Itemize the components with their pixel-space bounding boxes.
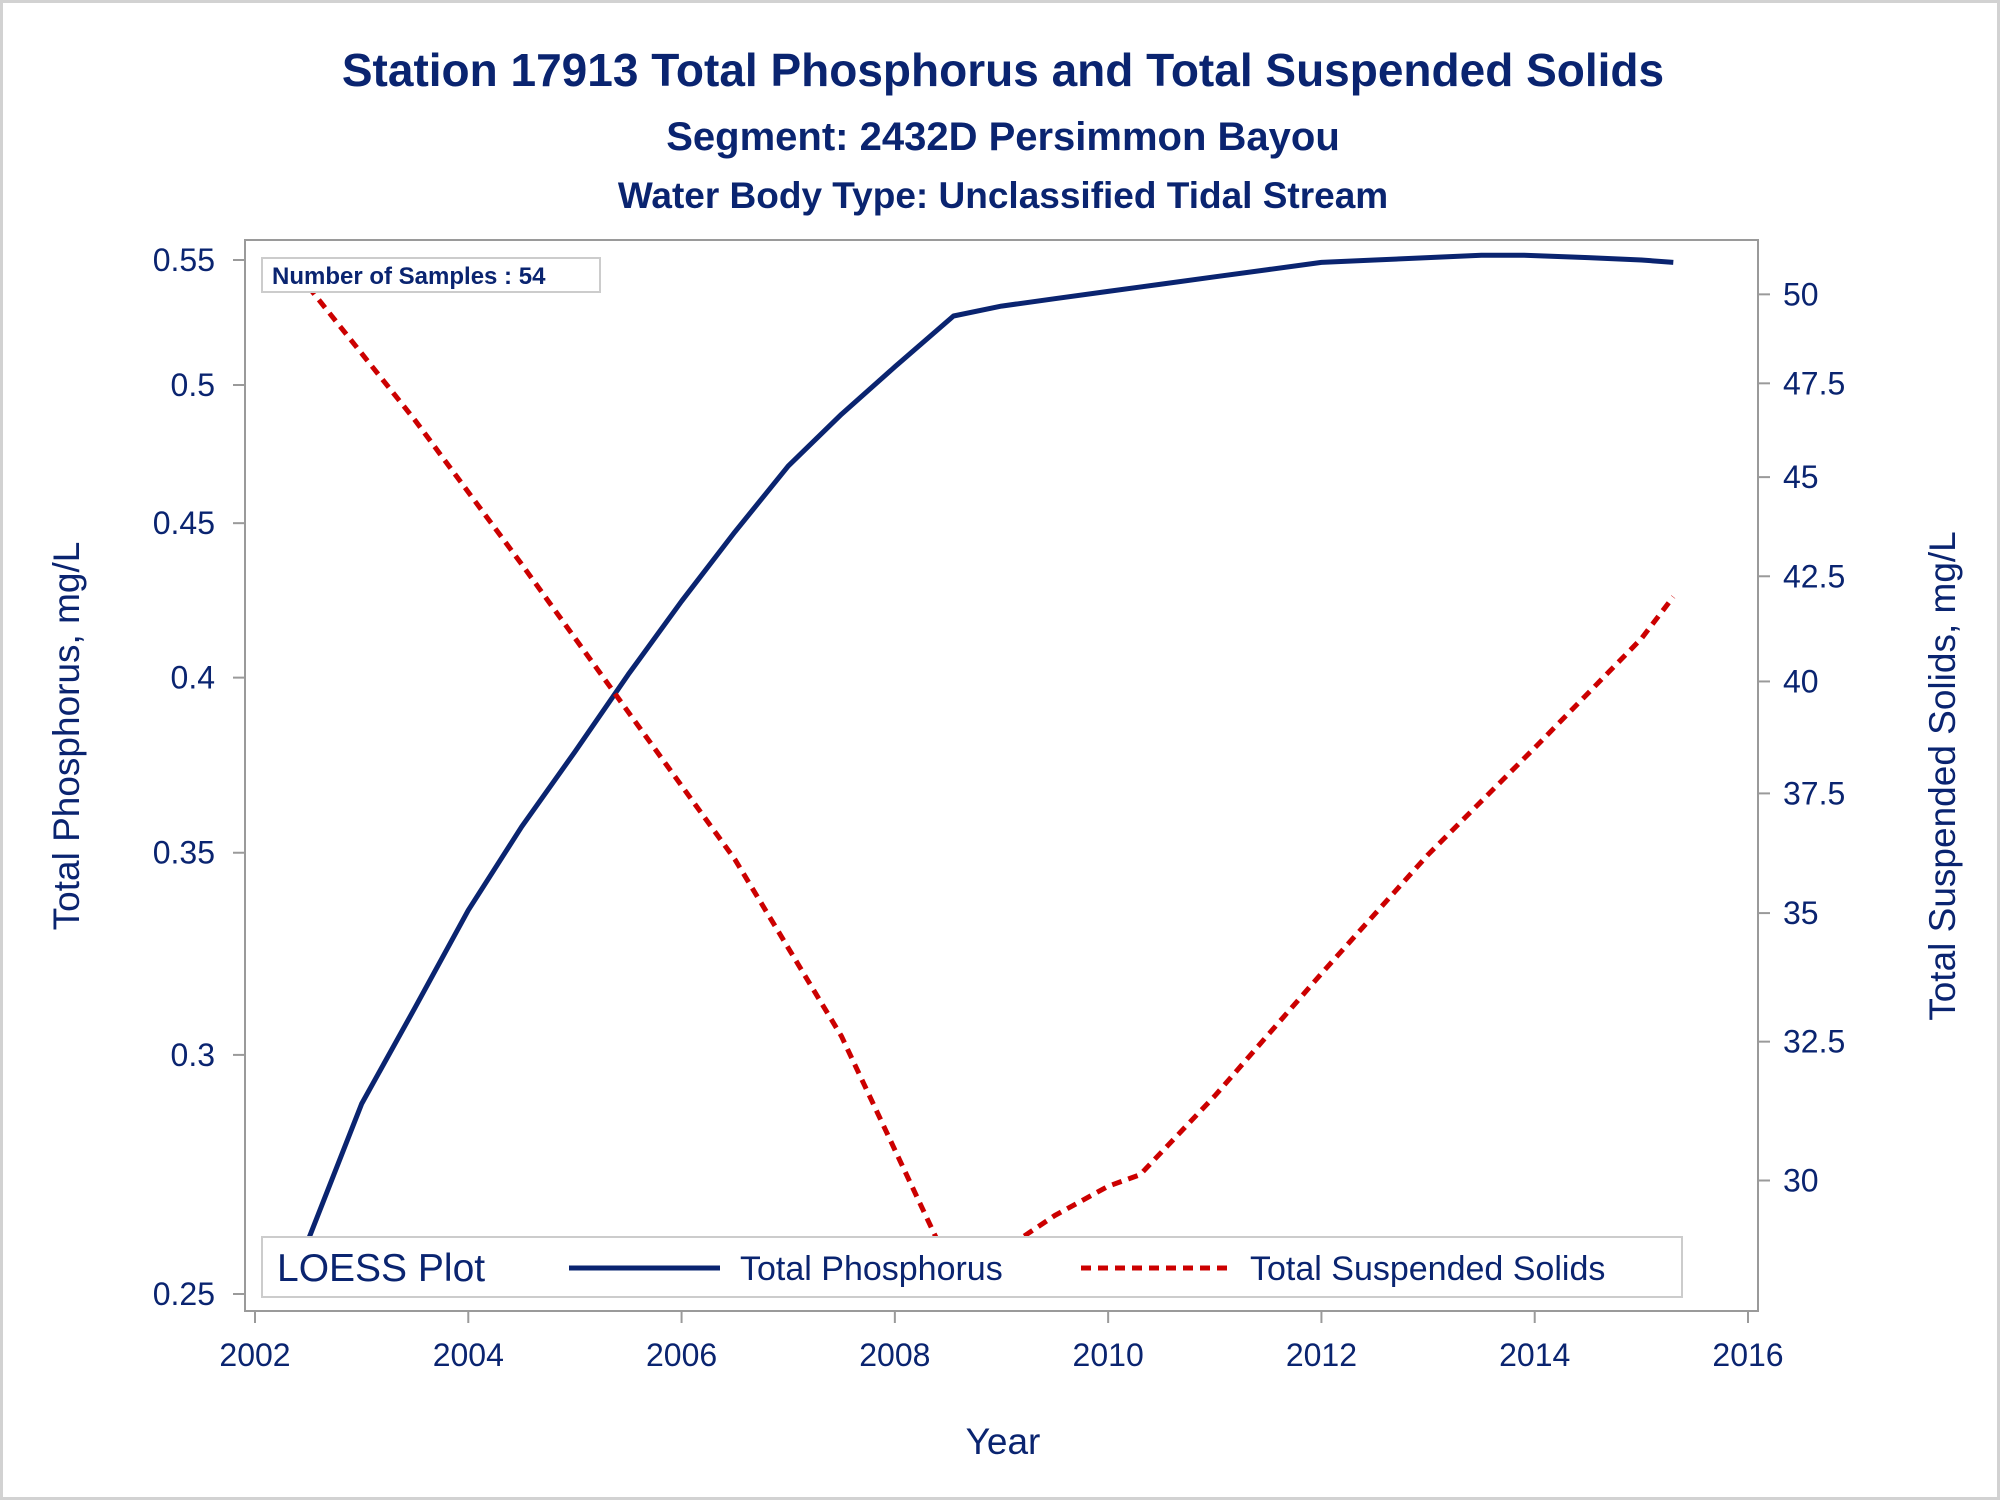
- legend-title: LOESS Plot: [277, 1247, 485, 1290]
- left-tick-label: 0.25: [153, 1276, 215, 1312]
- legend-box: [261, 1236, 1683, 1298]
- chart-title: Station 17913 Total Phosphorus and Total…: [342, 44, 1664, 96]
- left-tick-label: 0.3: [171, 1037, 215, 1073]
- right-axis-label: Total Suspended Solids, mg/L: [1922, 531, 1963, 1021]
- plot-frame: [244, 239, 1759, 1312]
- legend: LOESS Plot Total Phosphorus Total Suspen…: [261, 1236, 1683, 1298]
- chart-subtitle: Segment: 2432D Persimmon Bayou: [666, 115, 1340, 159]
- left-tick-label: 0.4: [171, 660, 215, 696]
- left-axis-ticks: 0.55 0.5 0.45 0.4 0.35 0.3 0.25: [153, 242, 245, 1312]
- right-tick-label: 35: [1783, 895, 1819, 931]
- x-tick-label: 2008: [859, 1337, 930, 1373]
- series-total-suspended-solids-line: [285, 258, 1676, 1297]
- right-tick-label: 45: [1783, 459, 1819, 495]
- inset-box: [261, 257, 601, 293]
- left-tick-label: 0.55: [153, 242, 215, 278]
- right-tick-label: 37.5: [1783, 775, 1845, 811]
- right-tick-label: 50: [1783, 276, 1819, 312]
- x-tick-label: 2012: [1286, 1337, 1357, 1373]
- legend-phosphorus-label: Total Phosphorus: [740, 1250, 1003, 1288]
- left-tick-label: 0.5: [171, 367, 215, 403]
- right-tick-label: 42.5: [1783, 558, 1845, 594]
- x-tick-label: 2006: [646, 1337, 717, 1373]
- chart-subtitle-2: Water Body Type: Unclassified Tidal Stre…: [618, 175, 1388, 216]
- left-tick-label: 0.45: [153, 505, 215, 541]
- sample-count-text: Number of Samples : 54: [272, 263, 546, 290]
- legend-tss-label: Total Suspended Solids: [1250, 1250, 1605, 1288]
- x-tick-label: 2010: [1073, 1337, 1144, 1373]
- left-axis-label: Total Phosphorus, mg/L: [46, 542, 87, 931]
- series-layer: [284, 252, 1676, 1297]
- x-tick-label: 2014: [1499, 1337, 1570, 1373]
- x-tick-label: 2016: [1712, 1337, 1783, 1373]
- right-tick-label: 30: [1783, 1163, 1819, 1199]
- x-axis-ticks: 2002 2004 2006 2008 2010 2012 2014 2016: [219, 1311, 1784, 1373]
- sample-count-inset: Number of Samples : 54: [261, 257, 601, 293]
- x-tick-label: 2002: [219, 1337, 290, 1373]
- right-axis-ticks: 50 47.5 45 42.5 40 37.5 35 32.5 30: [1758, 276, 1845, 1199]
- right-tick-label: 47.5: [1783, 365, 1845, 401]
- right-tick-label: 32.5: [1783, 1024, 1845, 1060]
- x-axis-label: Year: [966, 1421, 1041, 1462]
- x-tick-label: 2004: [433, 1337, 504, 1373]
- series-total-phosphorus-line: [284, 252, 1674, 1295]
- chart-svg: Station 17913 Total Phosphorus and Total…: [46, 44, 1963, 1462]
- left-tick-label: 0.35: [153, 835, 215, 871]
- right-tick-label: 40: [1783, 663, 1819, 699]
